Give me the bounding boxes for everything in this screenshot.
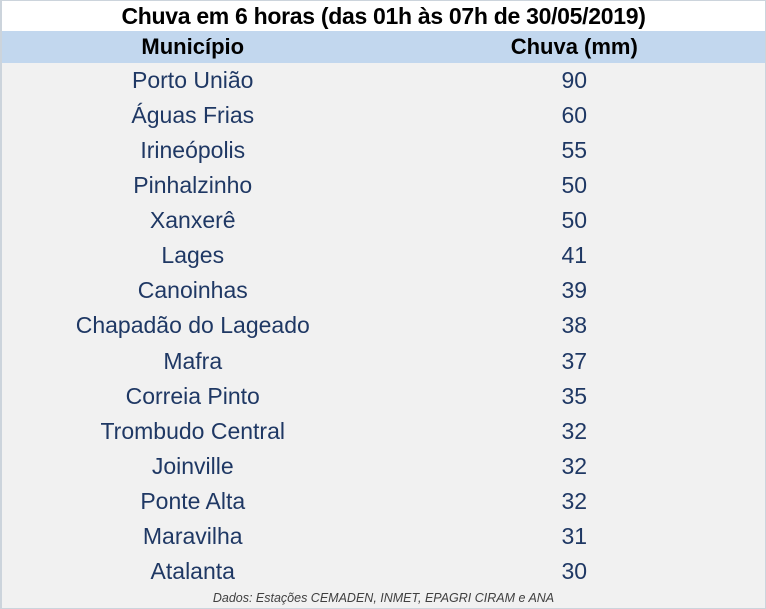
municipality-cell: Correia Pinto xyxy=(125,382,260,409)
table-row: Atalanta 30 xyxy=(2,554,765,589)
rainfall-cell: 32 xyxy=(561,417,588,444)
municipality-cell: Irineópolis xyxy=(140,137,246,164)
municipality-cell: Chapadão do Lageado xyxy=(75,312,310,339)
municipality-cell: Trombudo Central xyxy=(100,417,285,444)
table-row: Correia Pinto 35 xyxy=(2,379,765,414)
table-row: Porto União 90 xyxy=(2,63,765,98)
rainfall-cell: 32 xyxy=(561,487,588,514)
table-row: Mafra 37 xyxy=(2,344,765,379)
table-header-row: Município Chuva (mm) xyxy=(2,31,765,63)
rainfall-cell: 35 xyxy=(561,382,588,409)
municipality-cell: Pinhalzinho xyxy=(133,172,253,199)
column-header-municipio: Município xyxy=(141,34,245,59)
municipality-cell: Lages xyxy=(161,242,225,269)
table-row: Pinhalzinho 50 xyxy=(2,168,765,203)
rainfall-cell: 60 xyxy=(561,102,588,129)
rainfall-cell: 31 xyxy=(561,522,588,549)
table-row: Xanxerê 50 xyxy=(2,203,765,238)
column-header-chuva: Chuva (mm) xyxy=(510,34,638,59)
table-row: Lages 41 xyxy=(2,238,765,273)
table-row: Irineópolis 55 xyxy=(2,133,765,168)
table-row: Ponte Alta 32 xyxy=(2,484,765,519)
source-note: Dados: Estações CEMADEN, INMET, EPAGRI C… xyxy=(212,590,555,605)
municipality-cell: Xanxerê xyxy=(149,207,236,234)
municipality-cell: Porto União xyxy=(132,67,254,94)
table-row: Joinville 32 xyxy=(2,449,765,484)
rainfall-cell: 39 xyxy=(561,277,588,304)
rainfall-cell: 55 xyxy=(561,137,588,164)
municipality-cell: Canoinhas xyxy=(137,277,248,304)
municipality-cell: Águas Frias xyxy=(131,102,255,129)
table-row: Chapadão do Lageado 38 xyxy=(2,308,765,343)
municipality-cell: Joinville xyxy=(151,452,234,479)
rainfall-cell: 50 xyxy=(561,207,588,234)
rainfall-cell: 41 xyxy=(561,242,588,269)
rainfall-cell: 37 xyxy=(561,347,588,374)
table-row: Águas Frias 60 xyxy=(2,98,765,133)
rainfall-cell: 30 xyxy=(561,557,588,584)
municipality-cell: Mafra xyxy=(163,347,223,374)
table-row: Canoinhas 39 xyxy=(2,273,765,308)
table-row: Maravilha 31 xyxy=(2,519,765,554)
rainfall-cell: 50 xyxy=(561,172,588,199)
rainfall-cell: 90 xyxy=(561,67,588,94)
municipality-cell: Atalanta xyxy=(150,557,235,584)
municipality-cell: Maravilha xyxy=(142,522,243,549)
table-row: Trombudo Central 32 xyxy=(2,414,765,449)
rainfall-cell: 32 xyxy=(561,452,588,479)
rainfall-cell: 38 xyxy=(561,312,588,339)
table-body: Porto União 90 Águas Frias 60 Irineópoli… xyxy=(2,63,765,589)
municipality-cell: Ponte Alta xyxy=(140,487,246,514)
chart-title: Chuva em 6 horas (das 01h às 07h de 30/0… xyxy=(2,1,765,31)
